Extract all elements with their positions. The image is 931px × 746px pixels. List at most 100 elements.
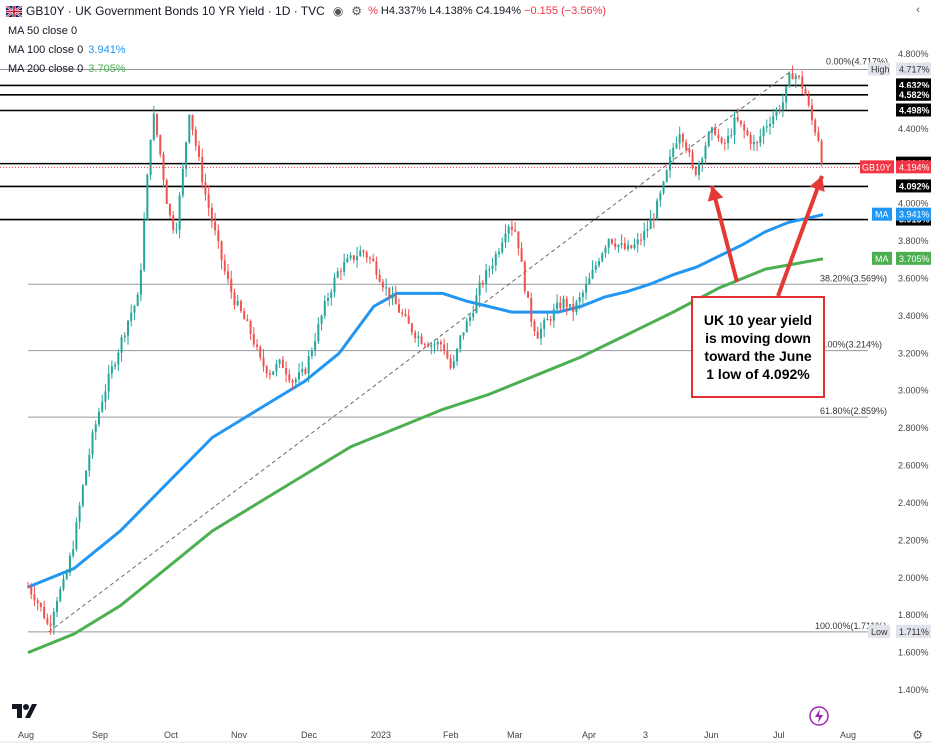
ma200-value: 3.705%: [88, 63, 126, 75]
candle-body: [194, 129, 197, 146]
candle-body: [139, 269, 142, 295]
candle-body: [401, 312, 404, 315]
candle-body: [791, 72, 794, 80]
candle-body: [407, 315, 410, 324]
candle-body: [159, 135, 162, 155]
fib-label: 0.00%(4.717%): [826, 57, 888, 67]
candle-body: [459, 335, 462, 349]
candle-body: [310, 350, 313, 357]
x-tick-label: 3: [643, 730, 648, 740]
candle-body: [181, 168, 184, 196]
price-label-bg: [896, 160, 931, 174]
candle-body: [456, 348, 459, 362]
candle-body: [507, 226, 510, 234]
candle-body: [423, 343, 426, 345]
candle-body: [788, 72, 791, 87]
candle-body: [430, 344, 433, 347]
low-tag-label: Low: [871, 627, 888, 637]
high-label: 4.717%: [899, 65, 930, 75]
lightning-icon[interactable]: [809, 706, 829, 726]
candle-body: [314, 341, 317, 351]
candle-body: [620, 243, 623, 245]
candle-body: [356, 256, 359, 261]
candle-body: [662, 181, 665, 193]
fib-label: 38.20%(3.569%): [820, 273, 887, 283]
level-label: 4.498%: [899, 105, 930, 115]
candle-body: [543, 320, 546, 329]
candle-body: [672, 147, 675, 157]
y-tick-label: 2.600%: [898, 461, 929, 471]
candle-body: [594, 265, 597, 270]
candle-body: [472, 312, 475, 317]
candle-body: [533, 321, 536, 332]
candle-body: [614, 243, 617, 248]
candle-body: [46, 618, 49, 624]
candle-body: [272, 371, 275, 375]
ma100-line: [27, 213, 824, 589]
candle-body: [30, 587, 33, 595]
candle-body: [349, 255, 352, 259]
y-tick-label: 4.800%: [898, 49, 929, 59]
y-tick-label: 3.400%: [898, 311, 929, 321]
eye-icon[interactable]: ◉: [332, 4, 344, 18]
candle-body: [765, 126, 768, 128]
tradingview-logo-icon[interactable]: [10, 700, 38, 720]
candle-body: [778, 109, 781, 111]
candle-body: [817, 132, 820, 141]
candle-body: [475, 295, 478, 313]
candle-body: [136, 294, 139, 306]
candle-body: [243, 311, 246, 320]
candle-body: [514, 229, 517, 232]
x-tick-label: Dec: [301, 730, 318, 740]
collapse-icon[interactable]: ‹: [916, 4, 920, 16]
symbol-title[interactable]: GB10Y · UK Government Bonds 10 YR Yield …: [26, 4, 325, 18]
ma50-legend[interactable]: MA 50 close 0: [8, 25, 77, 37]
low-value: L4.138%: [429, 5, 473, 17]
x-tick-label: Nov: [231, 730, 248, 740]
candle-body: [488, 269, 491, 271]
chart-settings-icon[interactable]: ⚙: [912, 728, 923, 742]
ma100-legend[interactable]: MA 100 close 0 3.941%: [8, 44, 126, 56]
candle-body: [814, 120, 817, 133]
candle-body: [172, 215, 175, 230]
ma200-legend[interactable]: MA 200 close 0 3.705%: [8, 63, 126, 75]
candle-body: [785, 86, 788, 103]
y-tick-label: 1.800%: [898, 610, 929, 620]
candle-body: [481, 282, 484, 285]
x-tick-label: Oct: [164, 730, 179, 740]
candle-body: [388, 287, 391, 299]
candle-body: [259, 346, 262, 358]
candle-body: [65, 572, 68, 579]
candle-body: [749, 134, 752, 145]
candle-body: [498, 252, 501, 255]
candle-body: [523, 261, 526, 292]
candle-body: [101, 401, 104, 412]
candle-body: [175, 229, 178, 231]
y-tick-label: 2.800%: [898, 423, 929, 433]
candle-body: [327, 297, 330, 301]
settings-icon[interactable]: ⚙: [351, 4, 363, 18]
candle-body: [36, 600, 39, 604]
low-tag: [868, 624, 890, 638]
price-axis-bg: [868, 0, 931, 746]
candle-body: [146, 174, 149, 221]
ma-tag: [872, 207, 892, 221]
candle-body: [598, 261, 601, 266]
low-label: 1.711%: [899, 627, 929, 637]
price-label: 4.194%: [899, 162, 930, 172]
candle-body: [352, 255, 355, 261]
fib-label: 0.00%(3.214%): [820, 340, 882, 350]
candle-body: [807, 95, 810, 106]
candle-body: [333, 277, 336, 293]
candle-body: [256, 344, 259, 347]
candle-body: [414, 332, 417, 339]
uk-flag-icon: [6, 5, 22, 17]
candle-body: [546, 319, 549, 321]
high-value: H4.337%: [380, 5, 427, 17]
candle-body: [120, 337, 123, 353]
candle-body: [485, 270, 488, 285]
candle-body: [491, 265, 494, 270]
candle-body: [291, 380, 294, 383]
ma-tag: [872, 251, 892, 265]
